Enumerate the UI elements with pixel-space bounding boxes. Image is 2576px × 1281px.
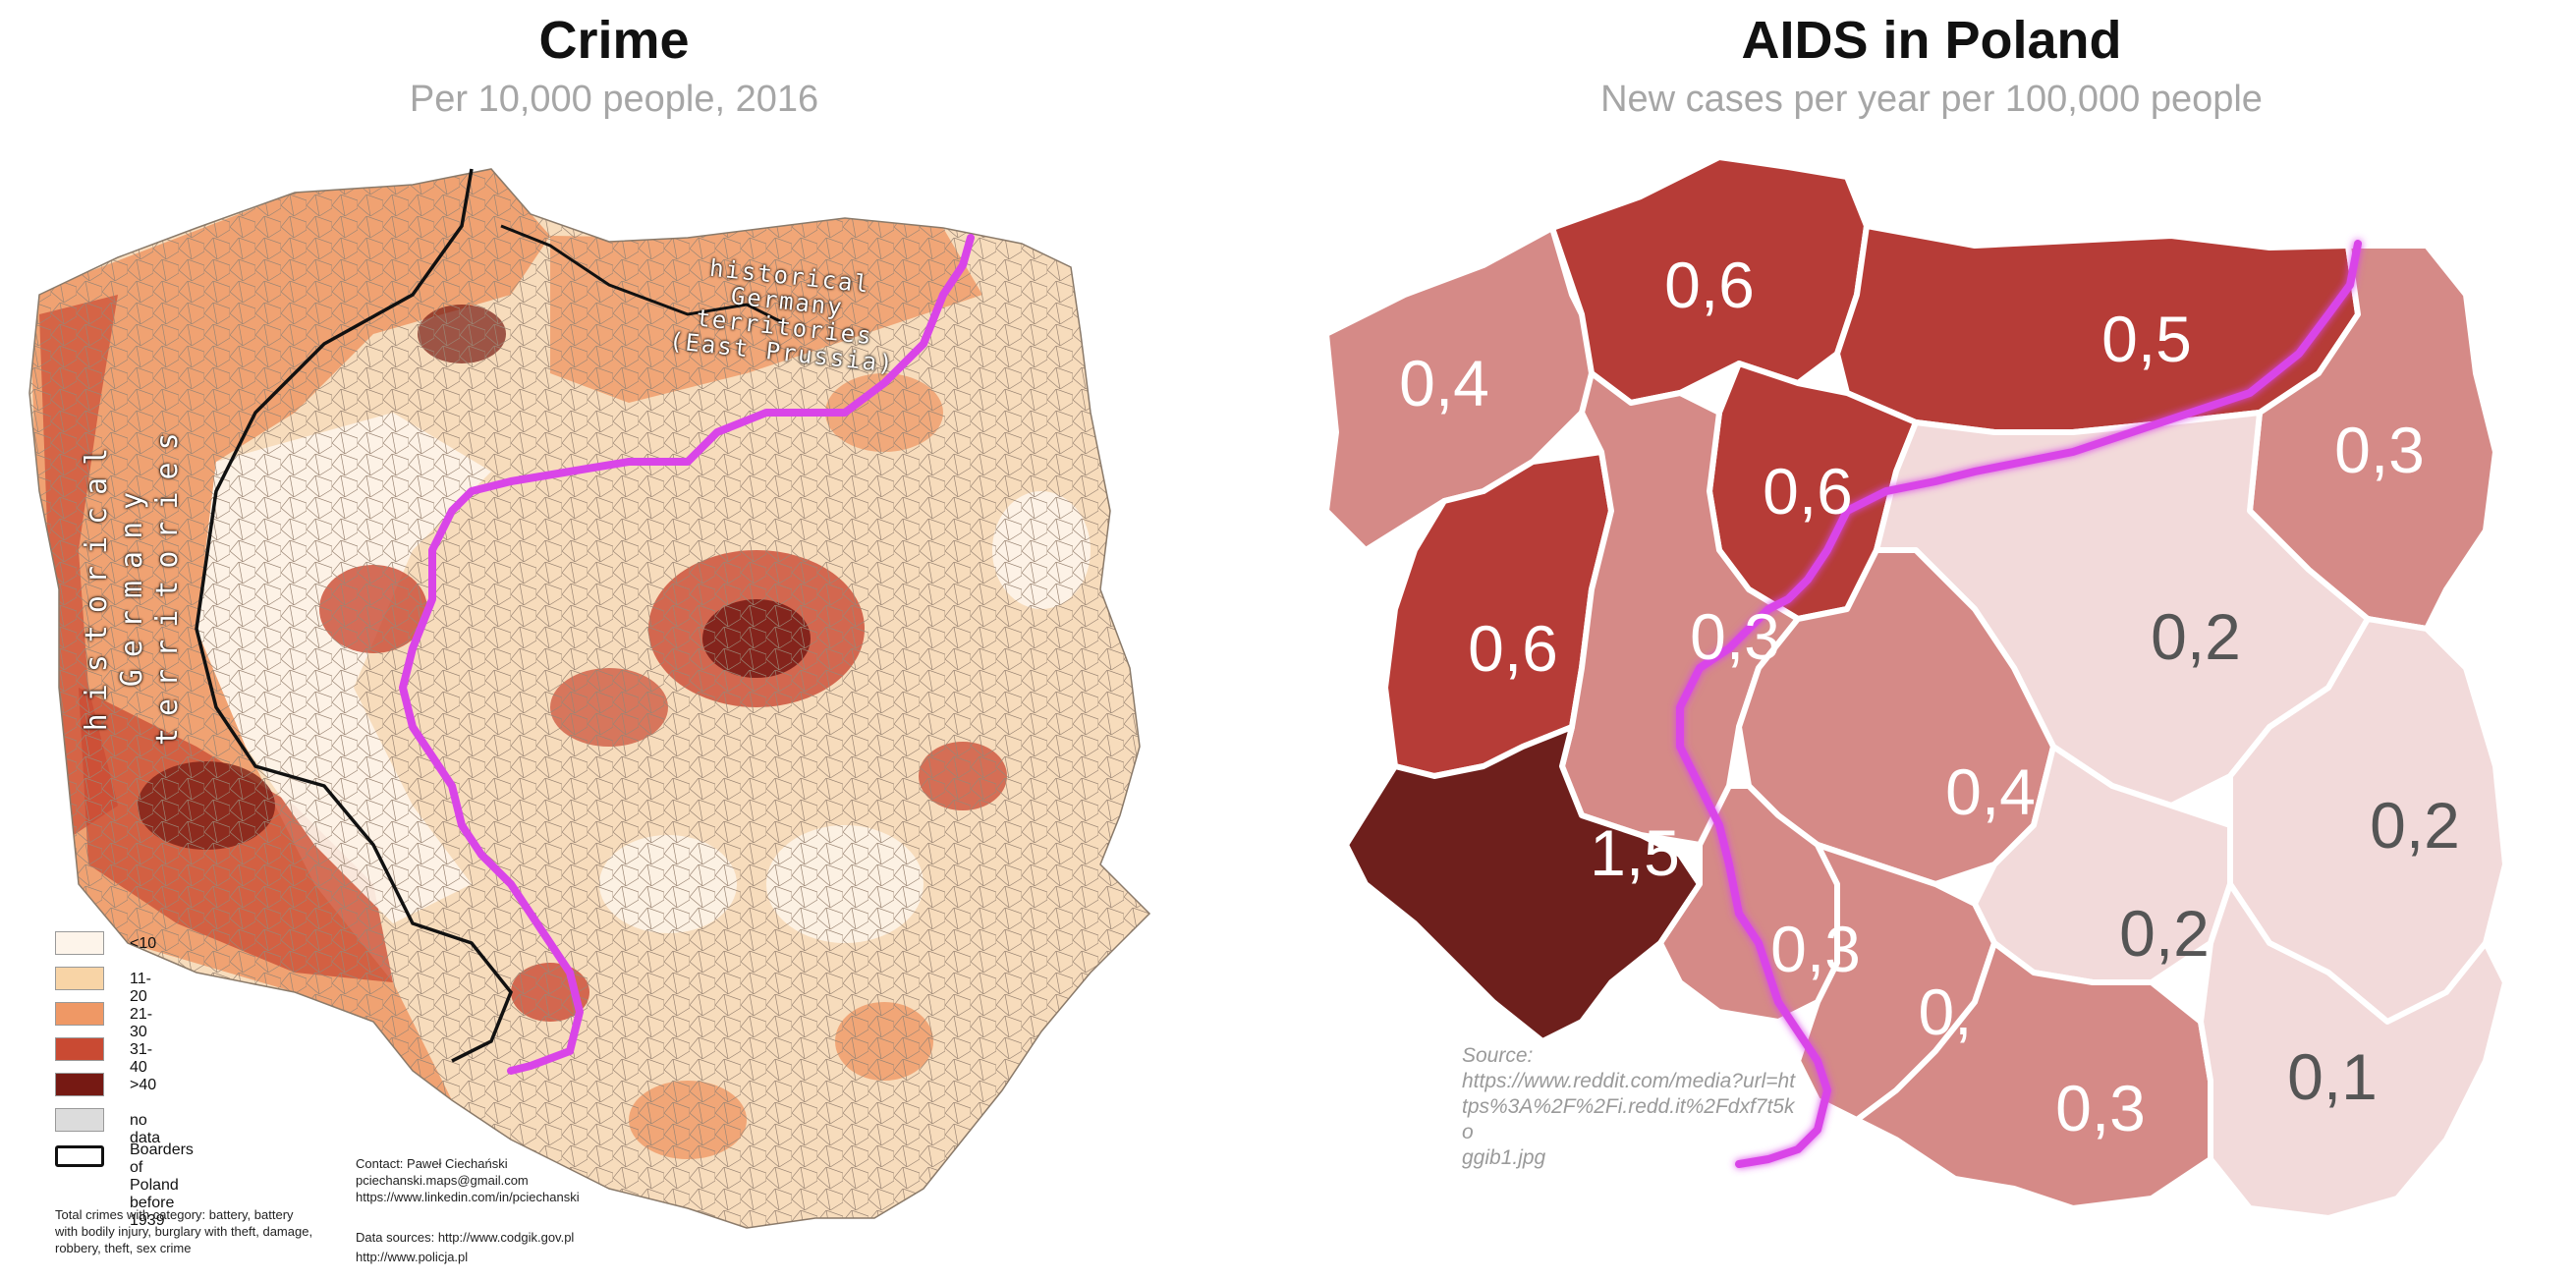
region-value-slaskie: 0, — [1918, 975, 1973, 1048]
crime-map-subtitle: Per 10,000 people, 2016 — [409, 79, 819, 120]
magenta-divider-line — [399, 234, 975, 1075]
aids-map-panel: AIDS in Poland New cases per year per 10… — [1287, 0, 2576, 1281]
region-zachodniopomorskie — [1323, 225, 1604, 553]
region-podkarpackie — [2198, 881, 2508, 1221]
region-value-lodzkie: 0,4 — [1945, 755, 2036, 828]
legend-label: 21-30 — [130, 1006, 153, 1040]
region-value-podlaskie: 0,3 — [2334, 414, 2425, 486]
source-note: Source: https://www.reddit.com/media?url… — [1462, 1044, 1796, 1169]
region-value-malopolskie: 0,3 — [2055, 1072, 2146, 1144]
region-value-swietokrzyskie: 0,2 — [2119, 897, 2210, 970]
data-sources: Data sources: http://www.codgik.gov.pl h… — [356, 1230, 575, 1264]
legend-border-label: Boarders of Poland before 1939 — [130, 1142, 194, 1229]
aids-map-title: AIDS in Poland — [1741, 11, 2122, 70]
legend-swatch — [55, 1073, 104, 1096]
crime-map-panel: Crime Per 10,000 people, 2016 historical… — [0, 0, 1228, 1281]
aids-map-subtitle: New cases per year per 100,000 people — [1600, 79, 2263, 120]
region-value-dolnoslaskie: 1,5 — [1590, 816, 1680, 889]
legend-swatch — [55, 1002, 104, 1026]
region-value-opolskie: 0,3 — [1770, 913, 1861, 985]
region-value-mazowieckie: 0,2 — [2151, 600, 2241, 673]
legend-swatch — [55, 1037, 104, 1061]
region-value-zachodniopomorskie: 0,4 — [1399, 347, 1489, 419]
crime-map-title: Crime — [538, 11, 690, 70]
region-value-warminsko-mazurskie: 0,5 — [2101, 303, 2192, 375]
region-value-lubelskie: 0,2 — [2370, 789, 2460, 862]
region-value-wielkopolskie: 0,3 — [1690, 600, 1780, 673]
legend-border-swatch — [55, 1145, 104, 1167]
region-malopolskie — [1854, 940, 2213, 1211]
crime-map-svg — [28, 168, 1150, 1229]
legend-swatch — [55, 931, 104, 955]
legend-swatch — [55, 1108, 104, 1132]
author-contact: Contact: Paweł Ciechański pciechanski.ma… — [356, 1156, 580, 1204]
region-value-pomorskie: 0,6 — [1664, 249, 1755, 321]
legend-swatch — [55, 967, 104, 990]
region-value-lubuskie: 0,6 — [1468, 612, 1558, 685]
legend-label: <10 — [130, 935, 157, 952]
crime-footnote: Total crimes with category: battery, bat… — [55, 1207, 313, 1255]
region-value-kujawsko-pomorskie: 0,6 — [1763, 455, 1853, 528]
west-territories-annotation: historical Germany territories — [80, 420, 185, 746]
magenta-divider-line — [1676, 240, 2362, 1168]
legend-label: no data — [130, 1112, 161, 1146]
pre-1939-border-line — [195, 168, 514, 1063]
aids-map-svg — [1323, 154, 2508, 1221]
legend-label: >40 — [130, 1077, 157, 1093]
region-value-podkarpackie: 0,1 — [2287, 1040, 2378, 1113]
legend-label: 11-20 — [130, 971, 151, 1005]
legend-label: 31-40 — [130, 1041, 153, 1076]
